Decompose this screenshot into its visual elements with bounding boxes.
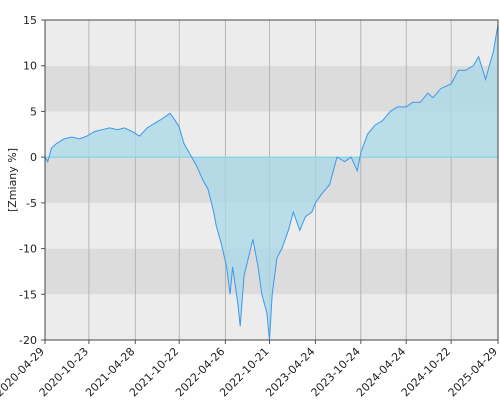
y-tick-label: -10 — [19, 243, 37, 256]
y-axis-label: [Zmiany %] — [6, 148, 19, 212]
y-tick-label: 10 — [23, 60, 37, 73]
line — [44, 24, 499, 341]
y-tick-label: -15 — [19, 288, 37, 301]
y-tick-label: 15 — [23, 14, 37, 27]
y-tick-label: -5 — [26, 197, 37, 210]
y-tick-label: 0 — [30, 151, 37, 164]
band — [45, 20, 498, 66]
y-tick-label: 5 — [30, 105, 37, 118]
x-tick-label: 2025-04-29 — [446, 345, 500, 399]
area — [45, 24, 498, 340]
y-tick-label: -20 — [19, 334, 37, 347]
plot-frame — [44, 19, 499, 341]
